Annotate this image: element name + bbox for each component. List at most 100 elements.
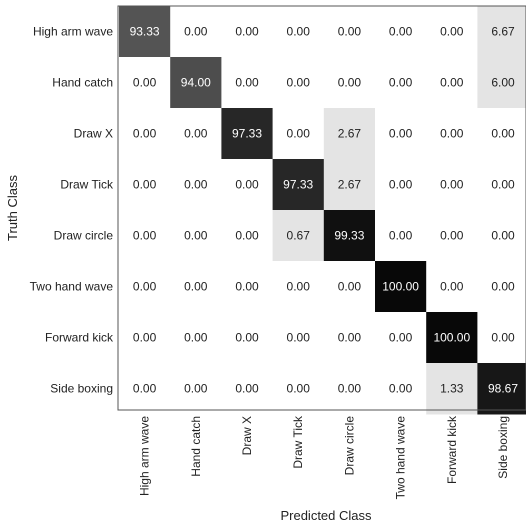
cell-value-label: 0.00 [184,25,208,39]
matrix-cell [170,159,222,211]
cell-value-label: 0.00 [440,229,464,243]
cell-value-label: 0.00 [389,178,413,192]
matrix-cell [170,261,222,313]
matrix-cell [119,261,171,313]
cell-value-label: 0.00 [287,331,311,345]
matrix-cell [426,159,478,211]
matrix-cell [323,159,376,211]
column-tick-label: Side boxing [496,416,510,479]
cell-value-label: 0.00 [287,76,311,90]
matrix-cell [170,57,222,109]
cell-value-label: 0.00 [133,331,157,345]
matrix-cell [221,261,274,313]
matrix-cell [323,6,376,58]
cell-value-label: 0.00 [389,382,413,396]
cell-value-label: 0.00 [440,178,464,192]
matrix-cell [426,312,478,364]
row-labels: High arm wave Hand catch Draw X Draw Tick Dr… [30,25,114,396]
column-tick-label: Two hand wave [394,416,408,500]
matrix-cell [119,312,171,364]
matrix-cell [375,108,427,160]
cell-value-label: 0.00 [235,76,259,90]
cell-value-label: 0.00 [338,331,362,345]
row-tick-label: Draw circle [54,229,114,243]
matrix-cell [272,57,325,109]
matrix-cell [477,312,526,364]
matrix-cell [477,6,526,58]
cell-value-label: 100.00 [433,331,470,345]
matrix-cell [426,6,478,58]
cell-value-label: 0.00 [184,178,208,192]
cell-value-label: 0.00 [338,280,362,294]
row-tick-label: Draw X [74,127,113,141]
cell-value-label: 0.00 [235,280,259,294]
cell-value-label: 1.33 [440,382,464,396]
cell-value-label: 0.00 [491,178,515,192]
matrix-cell [375,210,427,262]
cell-value-label: 0.00 [184,280,208,294]
matrix-cells: 93.33 0.00 0.00 0.00 0.00 0.00 0.00 6.67 0.00 94.… [119,6,526,415]
matrix-cell [272,363,325,415]
matrix-cell [477,261,526,313]
matrix-cell [323,312,376,364]
cell-value-label: 97.33 [232,127,262,141]
matrix-cell [323,210,376,262]
matrix-cell [375,57,427,109]
cell-value-label: 0.00 [389,76,413,90]
cell-value-label: 0.00 [133,229,157,243]
matrix-cell [221,363,274,415]
matrix-cell [221,6,274,58]
matrix-cell [119,363,171,415]
matrix-cell [426,57,478,109]
row-tick-label: Hand catch [52,76,113,90]
row-tick-label: Draw Tick [60,178,114,192]
x-axis-title: Predicted Class [280,508,372,523]
row-tick-label: Forward kick [45,331,114,345]
matrix-cell [477,363,526,415]
cell-value-label: 0.00 [133,178,157,192]
cell-value-label: 98.67 [488,382,518,396]
column-tick-label: Hand catch [189,416,203,477]
matrix-cell [477,57,526,109]
matrix-cell [221,57,274,109]
matrix-cell [119,210,171,262]
cell-value-label: 0.00 [287,382,311,396]
cell-value-label: 2.67 [338,178,362,192]
matrix-cell [221,210,274,262]
cell-value-label: 6.00 [491,76,515,90]
cell-value-label: 0.00 [440,25,464,39]
cell-value-label: 0.00 [389,127,413,141]
matrix-cell [426,108,478,160]
matrix-cell [323,261,376,313]
matrix-cell [272,108,325,160]
cell-value-label: 0.00 [338,25,362,39]
cell-value-label: 0.00 [491,229,515,243]
matrix-cell [375,159,427,211]
cell-value-label: 0.00 [235,25,259,39]
cell-value-label: 0.00 [235,382,259,396]
matrix-cell [170,6,222,58]
cell-value-label: 0.00 [389,229,413,243]
matrix-cell [272,261,325,313]
cell-value-label: 99.33 [334,229,364,243]
matrix-cell [477,108,526,160]
row-tick-label: Side boxing [50,382,113,396]
matrix-cell [375,261,427,313]
matrix-cell [323,108,376,160]
cell-value-label: 0.00 [440,127,464,141]
matrix-cell [272,210,325,262]
column-labels: High arm wave Hand catch Draw X Draw Tick Dr… [138,415,510,499]
cell-value-label: 100.00 [382,280,419,294]
cell-value-label: 0.00 [184,229,208,243]
cell-value-label: 0.00 [389,331,413,345]
matrix-cell [477,210,526,262]
cell-value-label: 0.00 [491,127,515,141]
column-tick-label: Forward kick [445,415,459,484]
matrix-cell [375,6,427,58]
matrix-cell [170,108,222,160]
row-tick-label: High arm wave [33,25,113,39]
column-tick-label: Draw circle [342,416,356,476]
cell-value-label: 0.00 [338,76,362,90]
matrix-cell [426,363,478,415]
